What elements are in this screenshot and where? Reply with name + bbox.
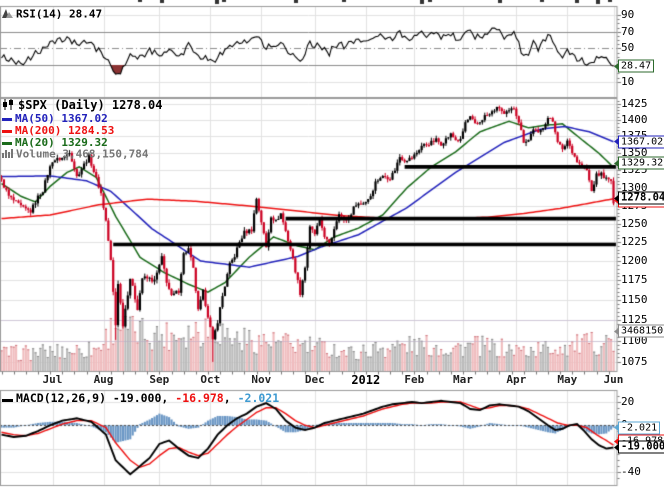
month-label: Jun — [603, 373, 624, 386]
ma50-legend-text: MA(50) 1367.02 — [15, 112, 108, 125]
macd-legend-sep1: , — [161, 391, 176, 405]
rsi-tick-label: 50 — [621, 41, 635, 55]
axis-value-badge: 28.47 — [613, 59, 655, 73]
rsi-tick-label: 70 — [621, 24, 635, 38]
axis-value-badge: -19.000 — [613, 440, 664, 454]
axis-value-badge: 1329.32 — [613, 156, 664, 170]
volume-bars-icon — [2, 148, 13, 161]
axis-value-badge: 1367.02 — [613, 135, 664, 149]
macd-signal-value: -16.978 — [175, 391, 224, 405]
axis-value-badge: 1278.04 — [613, 191, 664, 205]
month-label: Aug — [93, 373, 114, 386]
ma50-line-swatch — [2, 113, 12, 125]
month-label: Feb — [404, 373, 425, 386]
price-tick-label: 1425 — [621, 96, 648, 110]
rsi-tick-label: 90 — [621, 8, 635, 22]
price-tick-label: 1250 — [621, 216, 648, 230]
month-label: Jul — [42, 373, 63, 386]
month-label: Dec — [304, 373, 325, 386]
month-label: Oct — [200, 373, 221, 386]
month-label: 2012 — [351, 373, 381, 387]
price-tick-label: 1175 — [621, 273, 648, 287]
ma50-legend: MA(50) 1367.02 — [2, 113, 108, 125]
month-label: Apr — [506, 373, 527, 386]
price-tick-label: 1350 — [621, 146, 648, 160]
indicator-mountain-icon — [2, 8, 13, 21]
ma20-legend-text: MA(20) 1329.32 — [15, 136, 108, 149]
price-tick-label: 1400 — [621, 112, 648, 126]
rsi-legend: RSI(14) 28.47 — [2, 8, 102, 21]
ma200-line-swatch — [2, 125, 12, 137]
ma20-legend: MA(20) 1329.32 — [2, 137, 108, 149]
axis-value-badge: -2.021 — [613, 421, 661, 435]
axis-value-badge: 3468150 — [613, 324, 664, 338]
ma200-legend: MA(200) 1284.53 — [2, 125, 114, 137]
month-label: Mar — [452, 373, 473, 386]
symbol-legend: $SPX (Daily) 1278.04 — [2, 99, 163, 112]
price-tick-label: 1150 — [621, 293, 648, 306]
macd-legend-label: MACD(12,26,9) -19.000 — [16, 391, 162, 405]
price-tick-label: 1300 — [621, 180, 648, 194]
volume-legend-text: Volume 3,468,150,784 — [16, 147, 149, 161]
price-tick-label: 1125 — [621, 313, 648, 327]
price-tick-label: 1225 — [621, 235, 648, 249]
price-tick-label: 1075 — [621, 354, 648, 368]
macd-tick-label: 20 — [621, 394, 635, 408]
macd-legend: MACD(12,26,9) -19.000, -16.978, -2.021 — [2, 392, 279, 405]
volume-legend: Volume 3,468,150,784 — [2, 148, 148, 161]
macd-tick-label: -40 — [621, 464, 641, 478]
price-tick-label: 1200 — [621, 254, 648, 268]
macd-line-swatch — [2, 393, 13, 405]
macd-hist-value: -2.021 — [237, 391, 280, 405]
month-label: May — [557, 373, 578, 386]
rsi-legend-text: RSI(14) 28.47 — [16, 7, 103, 21]
candlestick-icon — [2, 99, 15, 112]
rsi-tick-label: 10 — [621, 74, 635, 88]
month-label: Nov — [251, 373, 272, 386]
ma200-legend-text: MA(200) 1284.53 — [15, 124, 115, 137]
macd-legend-sep2: , — [223, 391, 238, 405]
symbol-title: $SPX (Daily) 1278.04 — [18, 98, 163, 112]
ma20-line-swatch — [2, 137, 12, 149]
month-label: Sep — [149, 373, 170, 386]
